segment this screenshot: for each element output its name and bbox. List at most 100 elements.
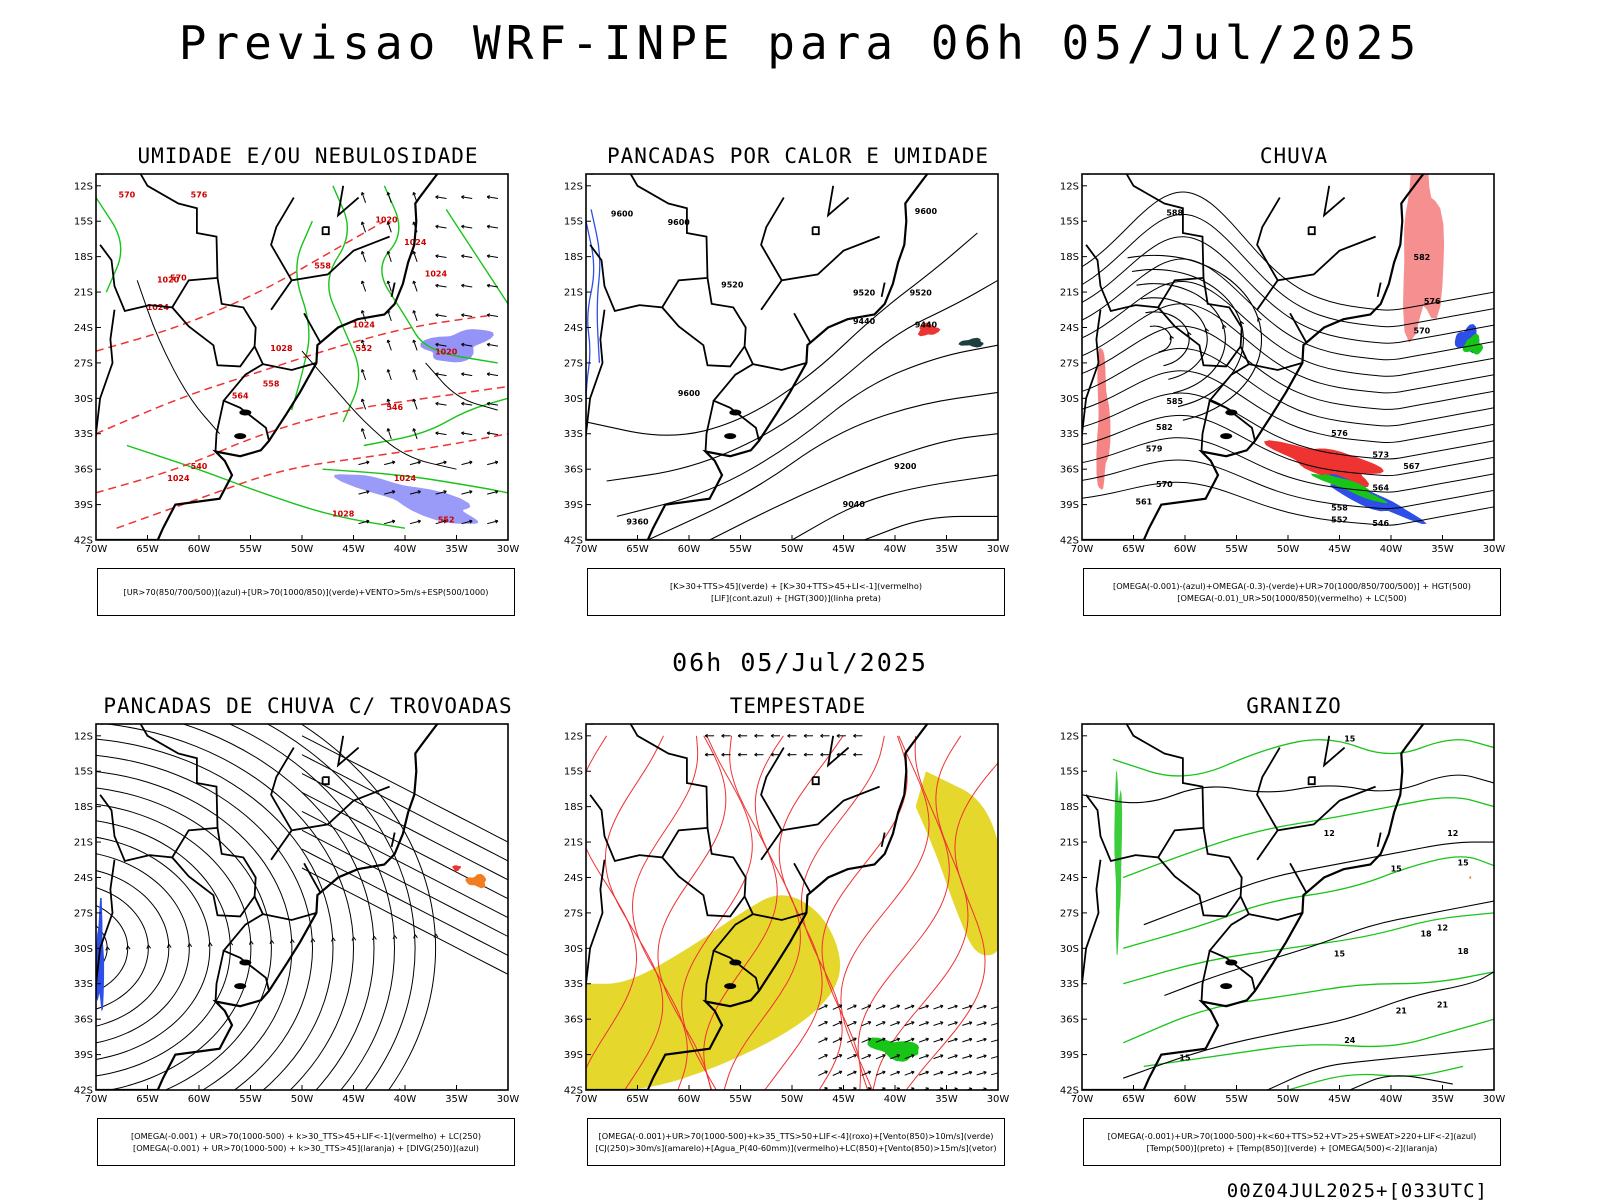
lat-label: 15S — [564, 217, 583, 228]
country-border — [262, 912, 317, 921]
hgt500-contour — [1082, 347, 1494, 427]
streamline — [96, 787, 272, 1090]
wind-vector — [494, 490, 499, 494]
country-border — [1289, 312, 1308, 344]
wind-vector — [976, 1038, 987, 1043]
wind-vector — [417, 460, 421, 465]
wind-vector — [846, 1004, 857, 1010]
wind-vector — [487, 402, 499, 406]
lat-label: 27S — [564, 908, 583, 919]
wind-vector — [918, 1038, 929, 1043]
wind-vector — [360, 428, 365, 432]
country-border — [303, 862, 322, 894]
caption-line: [OMEGA(-0.001)-(azul)+OMEGA(-0.3)-(verde… — [1113, 581, 1471, 591]
contour-label: 12 — [1324, 829, 1335, 838]
lon-label: 70W — [575, 1094, 598, 1105]
wind-vector — [386, 192, 391, 196]
wind-vector — [853, 1054, 857, 1058]
wind-vector — [867, 1054, 872, 1058]
wind-vector — [435, 254, 439, 259]
lat-label: 12S — [1060, 731, 1079, 742]
country-border — [303, 312, 322, 344]
wind-vector — [387, 221, 392, 233]
main-title: Previsao WRF-INPE para 06h 05/Jul/2025 — [178, 16, 1422, 70]
wind-vector — [933, 1021, 944, 1026]
streamline — [102, 724, 355, 1090]
wind-vector — [983, 1054, 987, 1059]
lat-label: 36S — [564, 1015, 583, 1026]
caption-line: [OMEGA(-0.01)_UR>50(1000/850)(vermelho) … — [1177, 593, 1407, 603]
wind-vector — [962, 1055, 973, 1059]
rh-mid-area — [420, 329, 494, 363]
streamline — [301, 848, 508, 956]
rh-mid-area — [334, 474, 478, 524]
lat-label: 18S — [564, 252, 583, 263]
wind-vector — [384, 520, 396, 525]
country-border — [336, 185, 360, 218]
wind-vector — [461, 520, 473, 525]
omega500-orange-area — [1469, 875, 1472, 879]
lon-label: 50W — [1277, 544, 1300, 555]
panel-chuva: CHUVA 588 582 576 570 585 582 579 576 573 570 567 5… — [1060, 144, 1524, 636]
lon-label: 60W — [1174, 544, 1197, 555]
streamline — [96, 820, 231, 1077]
contour-label: 1024 — [353, 320, 376, 329]
lat-label: 15S — [1060, 217, 1079, 228]
wind-vector — [435, 314, 447, 317]
streamline-arrow — [146, 944, 152, 949]
hgt300-contour — [863, 515, 998, 540]
caption-line: [K>30+TTS>45](verde) + [K>30+TTS>45+LI<-… — [669, 581, 923, 591]
streamline — [301, 792, 508, 900]
map-layers: 1020 1024 1020 1024 1028 1024 1028 1024 1020 1024… — [96, 174, 508, 540]
wind-vector — [911, 1054, 915, 1058]
contour-label: 12 — [1447, 829, 1458, 838]
wind-vector — [387, 428, 392, 440]
streamline-arrow — [1169, 335, 1175, 340]
wind-vector — [950, 1088, 958, 1090]
wind-vector — [387, 339, 392, 351]
wind-vector — [962, 1005, 973, 1010]
streamline — [96, 771, 293, 1090]
wind-vector — [391, 490, 396, 494]
thickness-contour — [96, 220, 385, 352]
wind-vector — [721, 752, 725, 757]
wind-vector — [820, 733, 824, 738]
country-border — [270, 235, 390, 311]
caption-line: [CJ(250)>30m/s](amarelo)+[Agua_P(40-60mm… — [595, 1143, 997, 1153]
lon-label: 30W — [987, 544, 1010, 555]
contour-label: 579 — [1146, 444, 1163, 453]
caption-line: [UR>70(850/700/500)](azul)+[UR>70(1000/8… — [123, 587, 489, 597]
lon-label: 65W — [136, 1094, 159, 1105]
wind-vector — [384, 490, 396, 495]
streamline-arrow — [248, 940, 254, 945]
wind-vector — [366, 490, 370, 494]
country-border — [1248, 362, 1303, 371]
wind-vector — [494, 519, 499, 524]
wind-vector — [704, 752, 708, 757]
wind-vector — [412, 398, 417, 403]
wind-vector — [409, 461, 421, 466]
lon-label: 45W — [832, 544, 855, 555]
lake-mark — [239, 959, 252, 966]
panel-pancadas-calor: PANCADAS POR CALOR E UMIDADE 9600 9600 960… — [564, 144, 1028, 636]
panel-title: TEMPESTADE — [729, 694, 867, 718]
country-border — [262, 362, 317, 371]
wind-vector — [853, 733, 857, 738]
wind-vector — [486, 372, 491, 377]
wind-vector — [861, 1021, 871, 1027]
wind-vector — [487, 225, 499, 229]
wind-vector — [461, 254, 465, 259]
wind-vector — [360, 339, 365, 344]
lat-label: 36S — [564, 465, 583, 476]
lon-label: 50W — [781, 1094, 804, 1105]
lake-mark — [724, 983, 737, 990]
precip-water-contour — [764, 735, 844, 1090]
lon-label: 35W — [445, 544, 468, 555]
lat-label: 24S — [564, 323, 583, 334]
streamline — [300, 724, 437, 1090]
wind-vector — [933, 1054, 944, 1060]
coastline — [96, 174, 439, 540]
wind-vector — [435, 284, 447, 288]
contour-label: 552 — [1331, 515, 1348, 524]
